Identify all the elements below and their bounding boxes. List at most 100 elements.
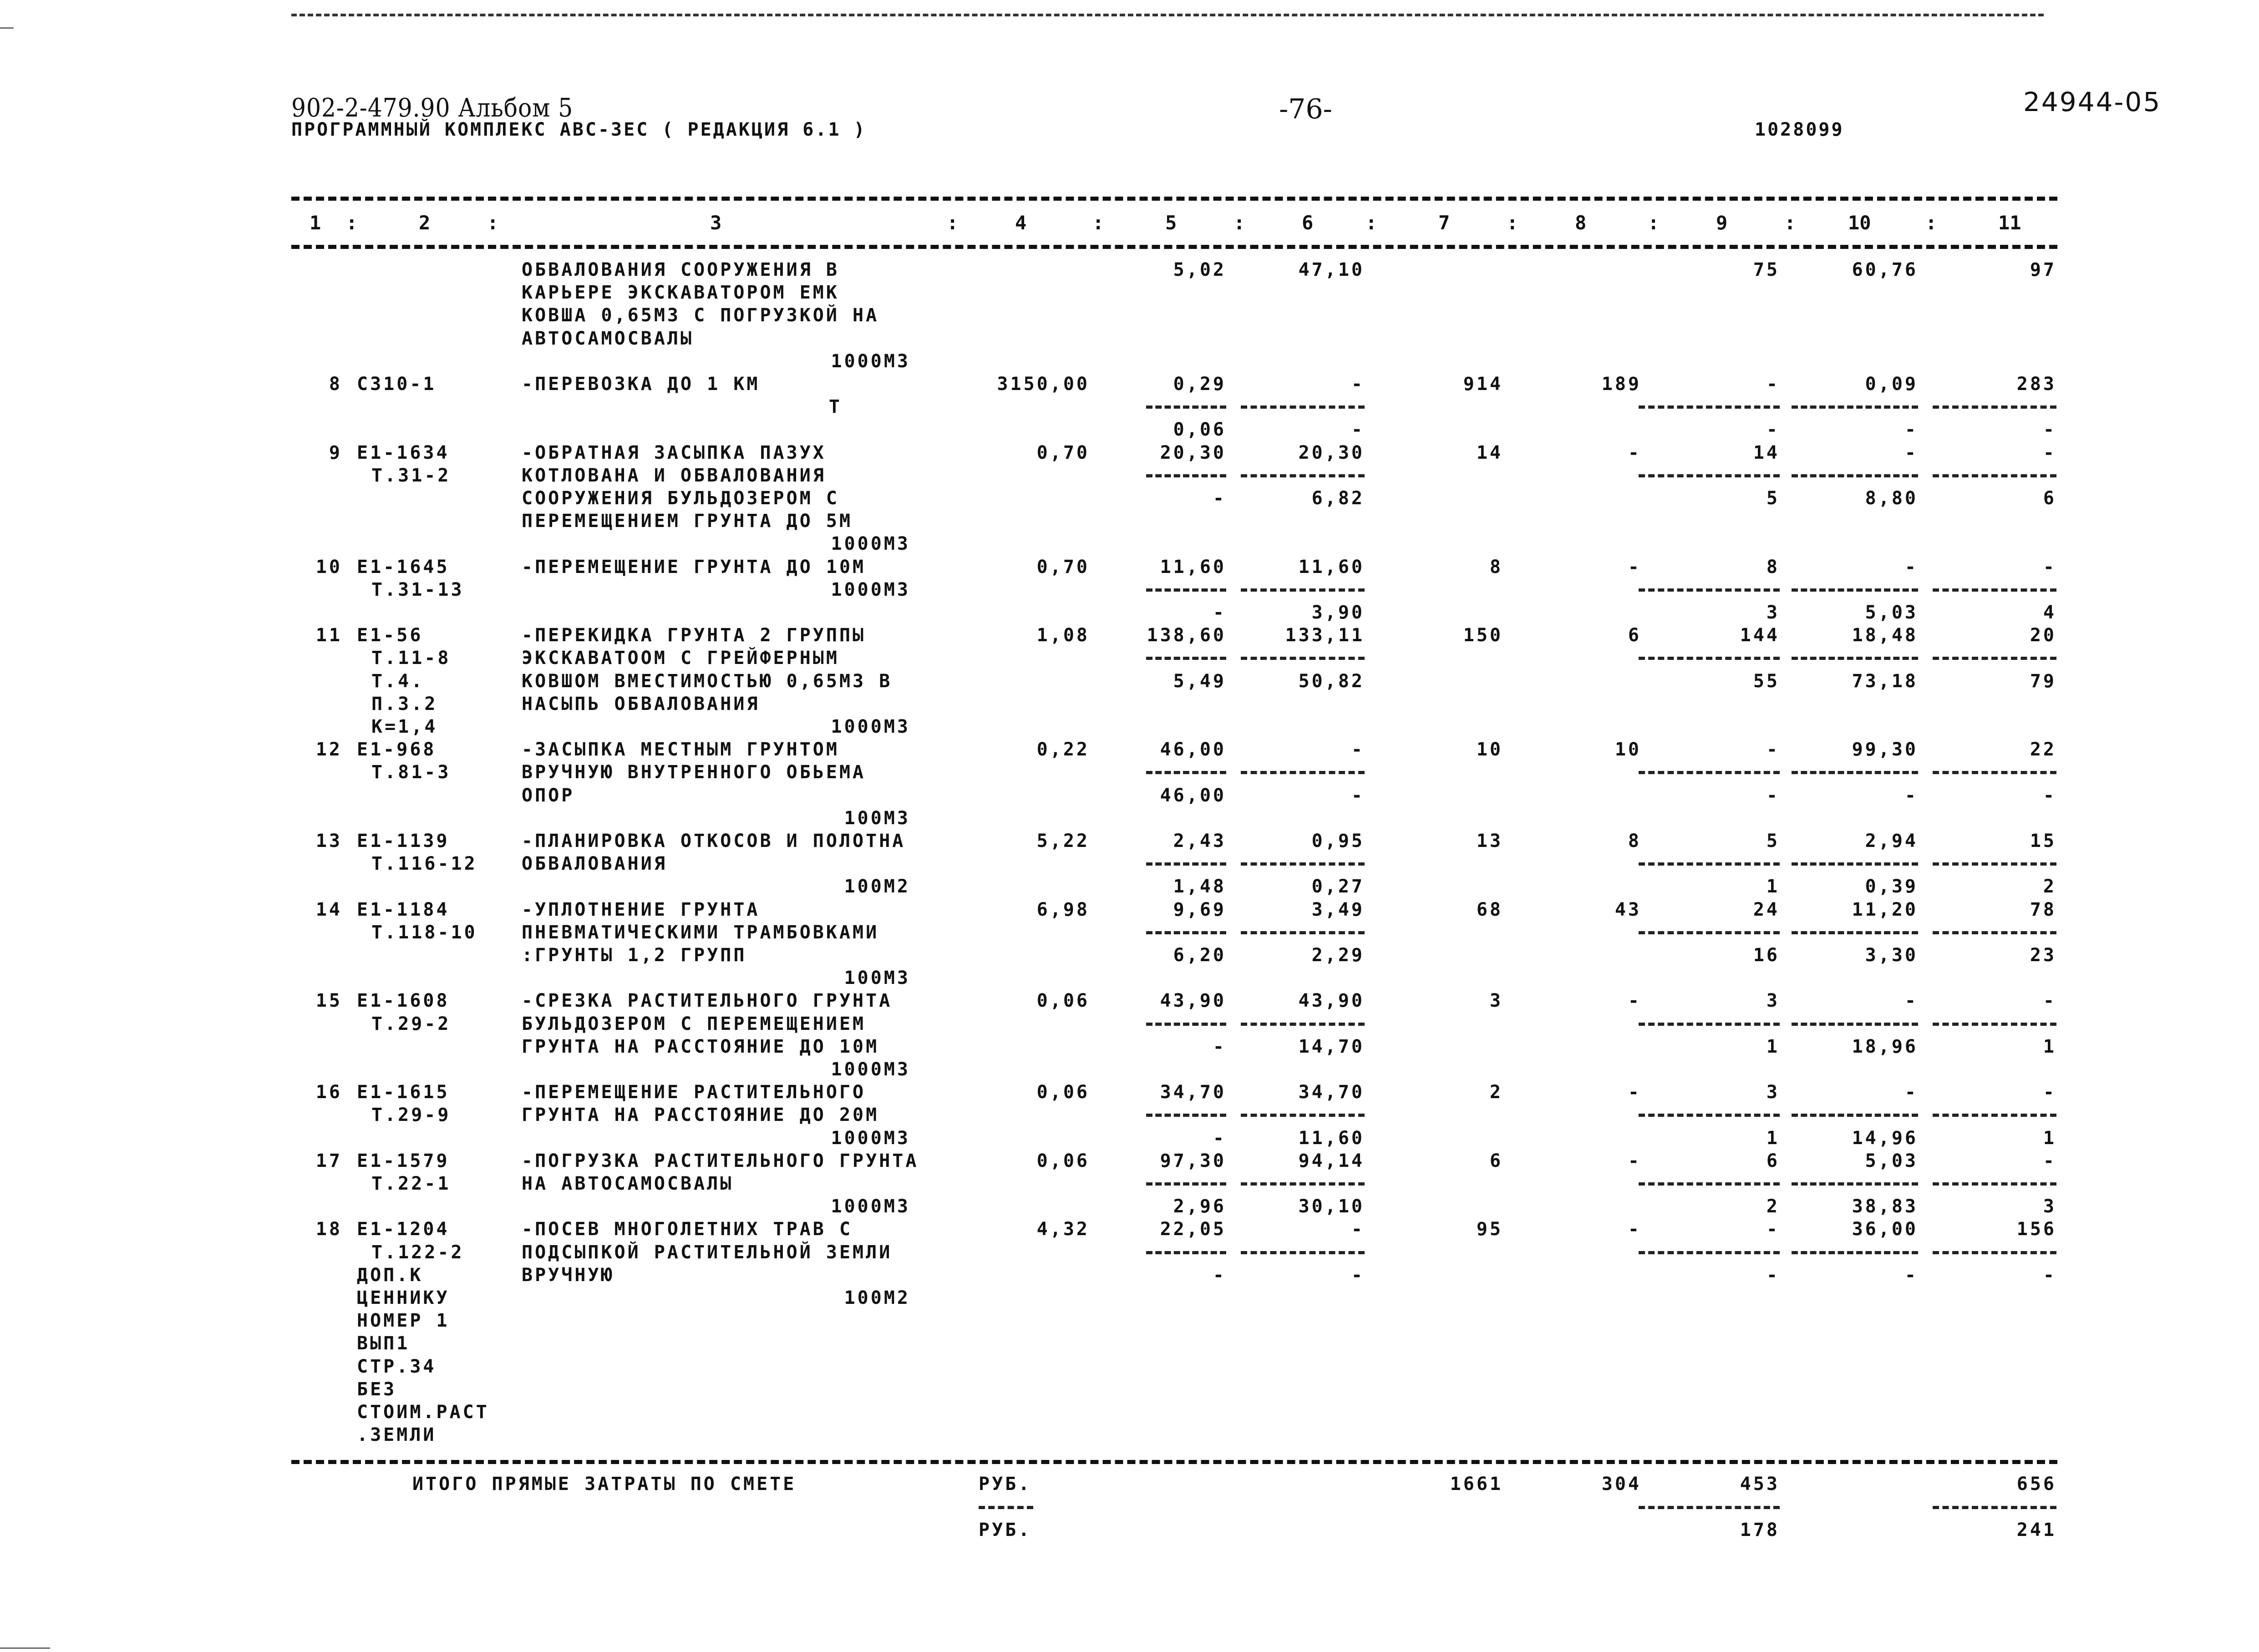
item-number: 12 — [315, 739, 342, 760]
value-c8: - — [1628, 442, 1641, 463]
subtotal-dash — [1241, 405, 1365, 409]
total-c9: 453 — [1740, 1474, 1780, 1495]
work-description: НА АВТОСАМОСВАЛЫ — [522, 1173, 734, 1194]
rate-code: Е1-1579 — [357, 1150, 450, 1171]
unit-of-measure: 100М3 — [844, 807, 910, 829]
subtotal-dash — [1639, 931, 1780, 934]
unit-of-measure: 100М2 — [844, 1287, 910, 1308]
work-description: ПОДСЫПКОЙ РАСТИТЕЛЬНОЙ ЗЕМЛИ — [522, 1242, 893, 1263]
total-c7: 1661 — [1450, 1474, 1503, 1495]
value-lower-c6: 6,82 — [1311, 488, 1365, 509]
value-lower-c11: 1 — [2043, 1036, 2056, 1057]
value-c10: - — [1904, 442, 1918, 463]
subtotal-dash — [1146, 862, 1226, 866]
value-c6: 3,49 — [1311, 899, 1365, 920]
value-c5: 22,05 — [1160, 1219, 1226, 1240]
value-lower-c10: 8,80 — [1865, 488, 1918, 509]
value-c5: 43,90 — [1160, 990, 1226, 1012]
subtotal-dash — [1639, 1505, 1780, 1509]
work-description: ПНЕВМАТИЧЕСКИМИ ТРАМБОВКАМИ — [522, 922, 879, 943]
subtotal-dash — [1933, 588, 2056, 592]
subtotal-dash — [1241, 1182, 1365, 1186]
column-header-8: 8 — [1575, 212, 1587, 234]
value-c7: 13 — [1476, 831, 1503, 851]
value-c6: - — [1351, 1219, 1365, 1240]
rate-code: Т.11-8 — [371, 648, 451, 669]
value-c8: 10 — [1614, 739, 1641, 760]
value-c8: 189 — [1601, 374, 1641, 395]
column-separator: : — [947, 212, 959, 234]
value-lower-c9: - — [1766, 419, 1780, 441]
subtotal-dash — [1933, 1182, 2056, 1186]
subtotal-dash — [1241, 474, 1365, 477]
unit-of-measure: 1000М3 — [831, 1127, 910, 1149]
value-c8: - — [1628, 1082, 1641, 1103]
item-number: 17 — [315, 1150, 342, 1171]
value-c6: 0,95 — [1311, 831, 1365, 851]
work-description: -ПОСЕВ МНОГОЛЕТНИХ ТРАВ С — [522, 1219, 853, 1240]
quantity: 0,22 — [1036, 739, 1090, 760]
work-description: -УПЛОТНЕНИЕ ГРУНТА — [522, 899, 760, 920]
value-c7: 914 — [1463, 374, 1503, 395]
document-number: 1028099 — [1755, 119, 1844, 140]
subtotal-dash — [1792, 405, 1918, 409]
separator-line — [291, 197, 2057, 201]
value-c7: 14 — [1476, 442, 1503, 463]
value-c6: 94,14 — [1298, 1150, 1365, 1171]
rate-code: П.3.2 — [371, 693, 438, 715]
subtotal-dash — [1933, 931, 2056, 934]
column-separator: : — [1092, 212, 1104, 234]
rate-code: Т.118-10 — [371, 922, 477, 943]
subtotal-dash — [1933, 1114, 2056, 1117]
subtotal-dash — [1639, 1182, 1780, 1186]
work-description: ГРУНТА НА РАССТОЯНИЕ ДО 20М — [522, 1105, 879, 1126]
value-lower-c6: 0,27 — [1311, 876, 1365, 897]
value-c11: - — [2043, 990, 2056, 1012]
column-separator: : — [487, 212, 499, 234]
rate-code: Е1-1615 — [357, 1082, 450, 1103]
value-c7: 2 — [1489, 1082, 1503, 1103]
column-header-1: 1 — [310, 212, 321, 234]
value-lower-c10: 18,96 — [1852, 1036, 1918, 1057]
value-c11: 97 — [2030, 259, 2056, 280]
value-lower-c6: - — [1351, 1264, 1365, 1286]
subtotal-dash — [1639, 405, 1780, 409]
value-c11: 78 — [2030, 899, 2056, 920]
currency-label: РУБ. — [979, 1474, 1032, 1495]
rate-code: Е1-968 — [357, 739, 437, 760]
rate-code: Т.29-2 — [371, 1013, 451, 1034]
rate-code: Е1-1608 — [357, 990, 450, 1012]
rate-code: БЕЗ — [357, 1378, 397, 1400]
value-c11: 20 — [2030, 625, 2056, 646]
subtotal-dash — [1792, 771, 1918, 775]
work-description: БУЛЬДОЗЕРОМ С ПЕРЕМЕЩЕНИЕМ — [522, 1013, 866, 1034]
rate-code: Т.31-13 — [371, 579, 464, 600]
work-description: -ОБРАТНАЯ ЗАСЫПКА ПАЗУХ — [522, 442, 826, 463]
unit-of-measure: 1000М3 — [831, 533, 910, 555]
value-c10: 18,48 — [1852, 625, 1918, 646]
subtotal-dash — [1933, 1505, 2056, 1509]
work-description: -СРЕЗКА РАСТИТЕЛЬНОГО ГРУНТА — [522, 990, 893, 1012]
unit-of-measure: 1000М3 — [831, 1196, 910, 1217]
value-lower-c6: 14,70 — [1298, 1036, 1365, 1057]
quantity: 1,08 — [1036, 625, 1090, 646]
work-description: ЭКСКАВАТООМ С ГРЕЙФЕРНЫМ — [522, 648, 839, 669]
subtotal-dash — [1639, 1022, 1780, 1026]
value-c9: 144 — [1740, 625, 1780, 646]
value-c11: - — [2043, 442, 2056, 463]
value-c5: 11,60 — [1160, 556, 1226, 578]
column-separator: : — [1366, 212, 1377, 234]
value-lower-c11: 6 — [2043, 488, 2056, 509]
value-c10: - — [1904, 1082, 1918, 1103]
value-c9: 75 — [1753, 259, 1780, 280]
value-c6: 43,90 — [1298, 990, 1365, 1012]
value-lower-c5: 2,96 — [1173, 1196, 1226, 1217]
subtotal-dash — [1933, 405, 2056, 409]
subtotal-dash — [1146, 405, 1226, 409]
value-lower-c6: 3,90 — [1311, 602, 1365, 623]
value-c5: 138,60 — [1147, 625, 1226, 646]
value-lower-c9: 1 — [1766, 1036, 1780, 1057]
archive-number: 24944-05 — [2023, 86, 2162, 117]
rate-code: Е1-1184 — [357, 899, 450, 920]
work-description: -ЗАСЫПКА МЕСТНЫМ ГРУНТОМ — [522, 739, 839, 760]
